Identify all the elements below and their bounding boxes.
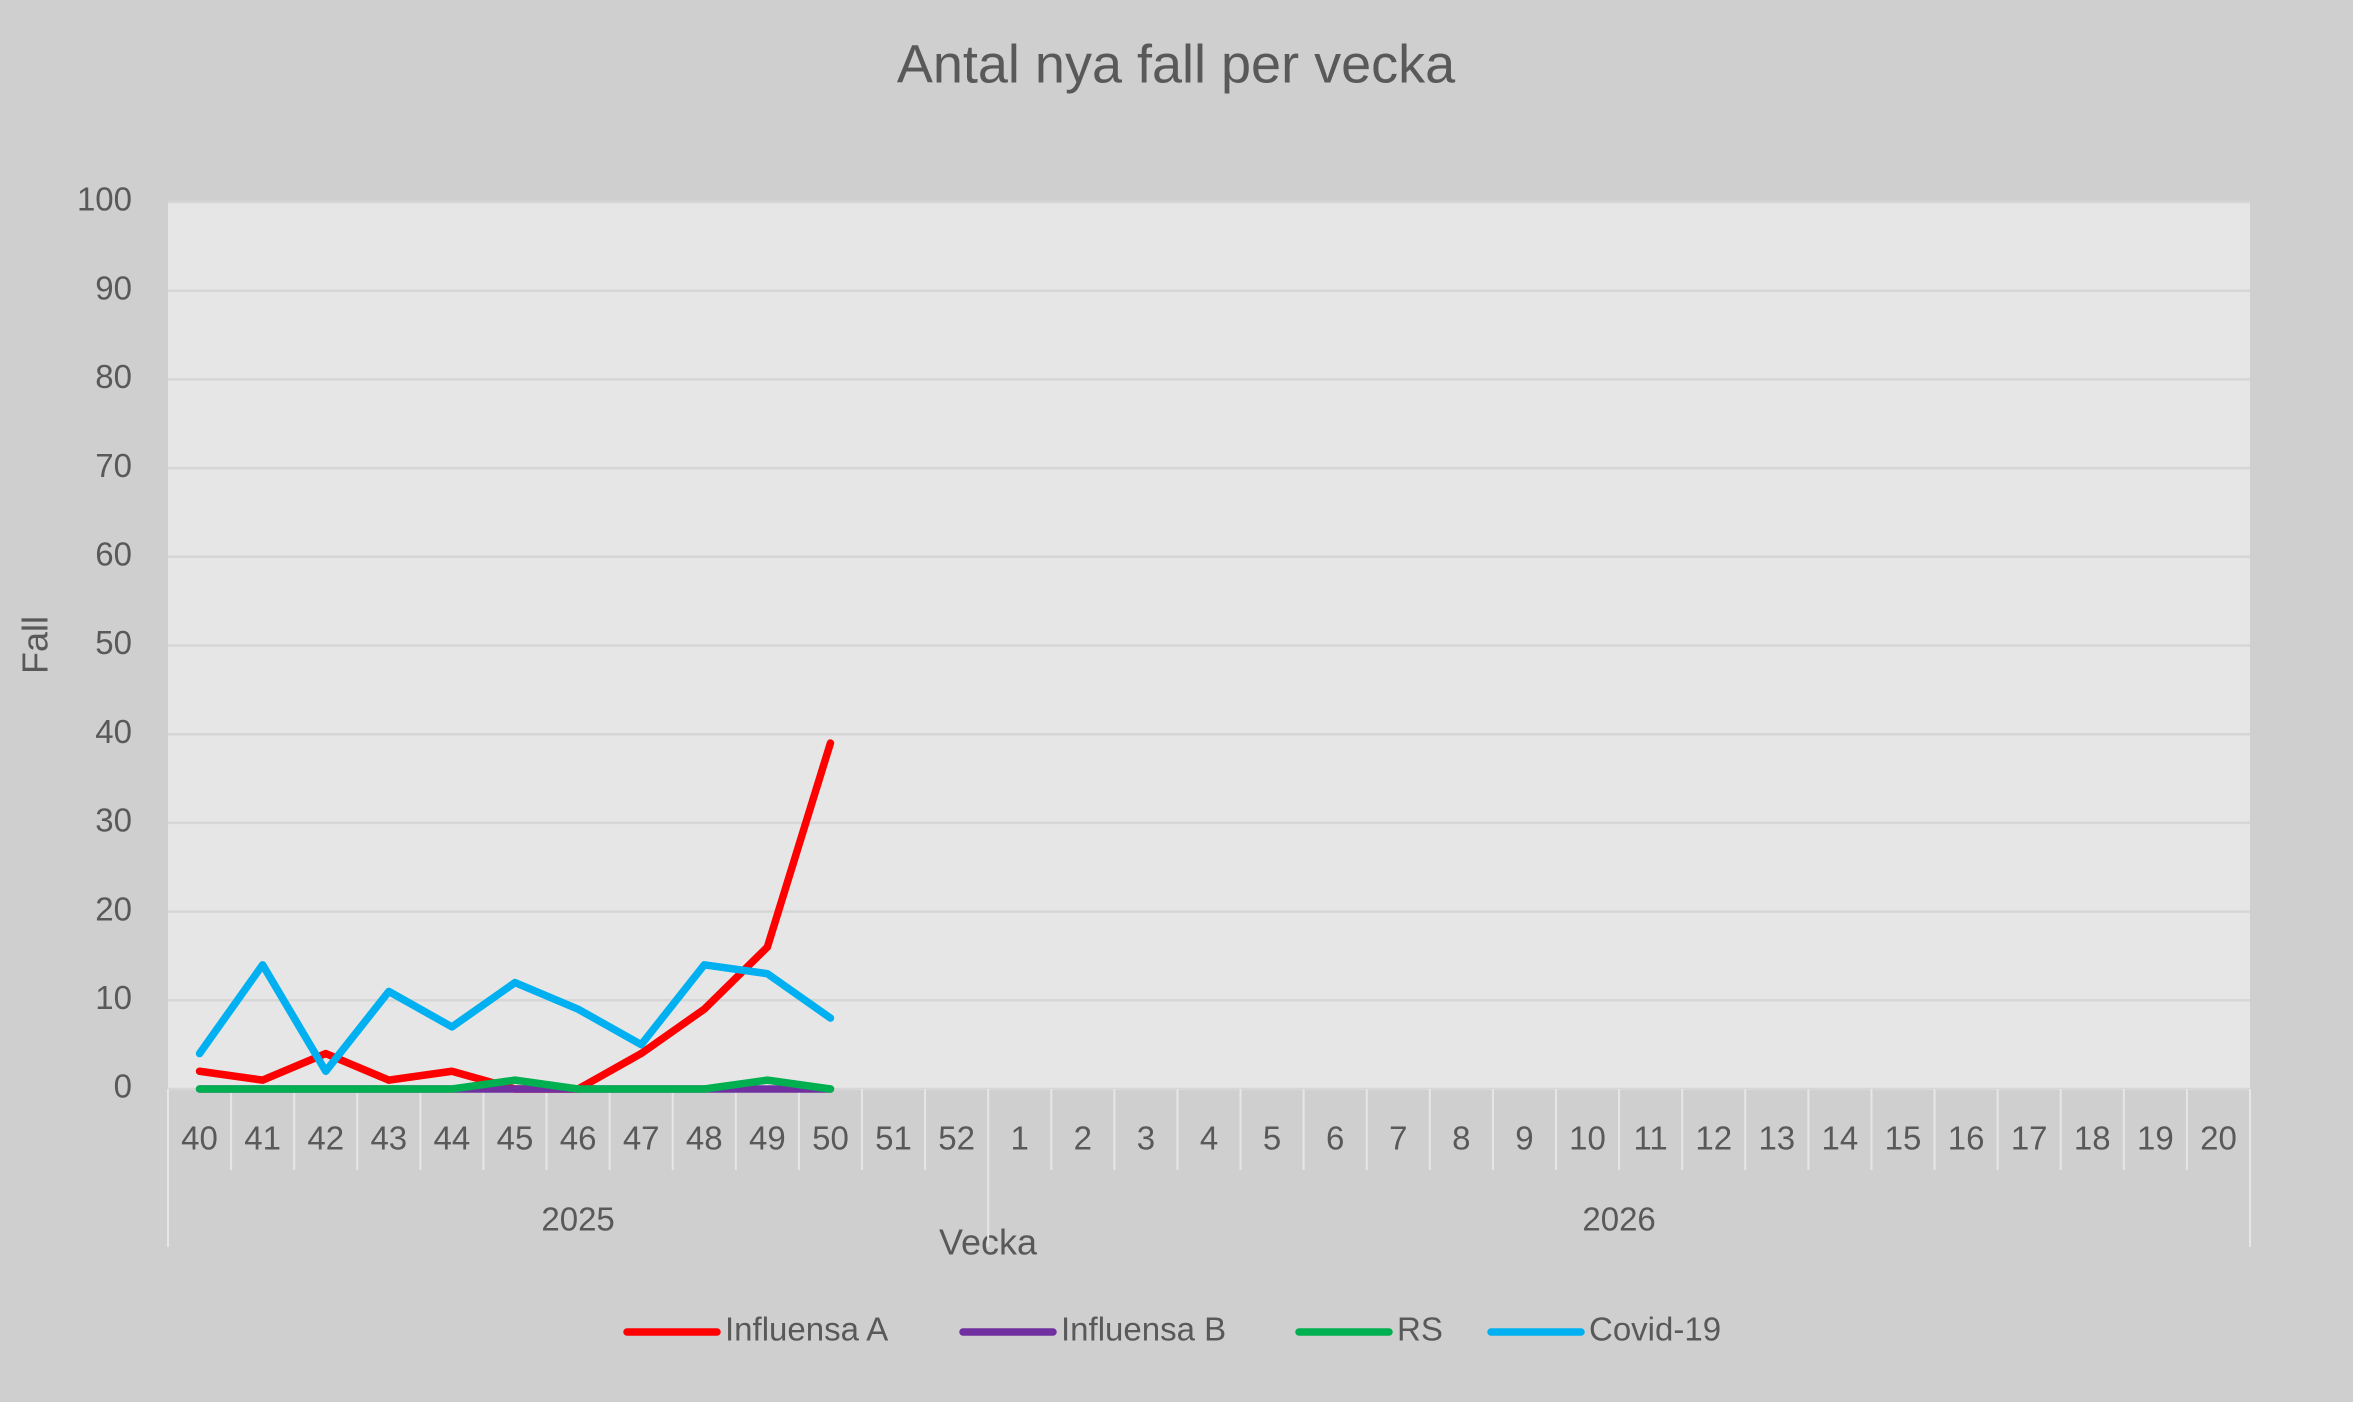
x-tick-label: 8 <box>1452 1120 1470 1157</box>
series-line <box>195 1076 835 1093</box>
x-tick-label: 3 <box>1137 1120 1155 1157</box>
y-tick-label: 10 <box>95 979 132 1016</box>
x-tick-label: 19 <box>2137 1120 2174 1157</box>
y-tick-label: 90 <box>95 269 132 306</box>
x-tick-label: 6 <box>1326 1120 1344 1157</box>
x-tick-label: 17 <box>2011 1120 2048 1157</box>
x-tick-label: 47 <box>623 1120 660 1157</box>
legend-label: Covid-19 <box>1589 1311 1721 1348</box>
x-tick-label: 1 <box>1011 1120 1029 1157</box>
x-tick-label: 13 <box>1758 1120 1795 1157</box>
x-tick-label: 20 <box>2200 1120 2237 1157</box>
x-tick-label: 2 <box>1074 1120 1092 1157</box>
y-tick-label: 60 <box>95 536 132 573</box>
y-tick-label: 80 <box>95 358 132 395</box>
y-axis-title: Fall <box>15 616 56 674</box>
x-tick-label: 43 <box>370 1120 407 1157</box>
y-tick-label: 0 <box>114 1068 132 1105</box>
legend-label: RS <box>1397 1311 1443 1348</box>
chart-title: Antal nya fall per vecka <box>897 34 1456 94</box>
y-tick-label: 20 <box>95 890 132 927</box>
x-tick-label: 44 <box>434 1120 471 1157</box>
x-tick-label: 18 <box>2074 1120 2111 1157</box>
y-tick-label: 100 <box>77 181 132 218</box>
x-tick-label: 52 <box>938 1120 975 1157</box>
x-tick-label: 11 <box>1634 1120 1668 1157</box>
series-line <box>195 961 835 1076</box>
legend-label: Influensa A <box>725 1311 888 1348</box>
x-tick-label: 42 <box>307 1120 344 1157</box>
x-tick-label: 15 <box>1885 1120 1922 1157</box>
y-tick-label: 50 <box>95 624 132 661</box>
x-tick-label: 4 <box>1200 1120 1218 1157</box>
x-tick-label: 12 <box>1695 1120 1732 1157</box>
group-label: 2026 <box>1582 1201 1655 1238</box>
x-tick-label: 7 <box>1389 1120 1407 1157</box>
x-tick-label: 49 <box>749 1120 786 1157</box>
x-tick-label: 40 <box>181 1120 218 1157</box>
x-tick-label: 41 <box>244 1120 281 1157</box>
x-tick-label: 51 <box>875 1120 912 1157</box>
x-tick-label: 46 <box>560 1120 597 1157</box>
y-tick-label: 40 <box>95 713 132 750</box>
x-tick-label: 5 <box>1263 1120 1281 1157</box>
group-label: 2025 <box>541 1201 614 1238</box>
x-tick-label: 16 <box>1948 1120 1985 1157</box>
x-tick-label: 10 <box>1569 1120 1606 1157</box>
x-tick-label: 48 <box>686 1120 723 1157</box>
legend-label: Influensa B <box>1061 1311 1226 1348</box>
y-tick-label: 70 <box>95 447 132 484</box>
x-tick-label: 9 <box>1515 1120 1533 1157</box>
y-tick-label: 30 <box>95 802 132 839</box>
x-tick-label: 14 <box>1822 1120 1859 1157</box>
x-tick-label: 50 <box>812 1120 849 1157</box>
x-tick-label: 45 <box>497 1120 534 1157</box>
